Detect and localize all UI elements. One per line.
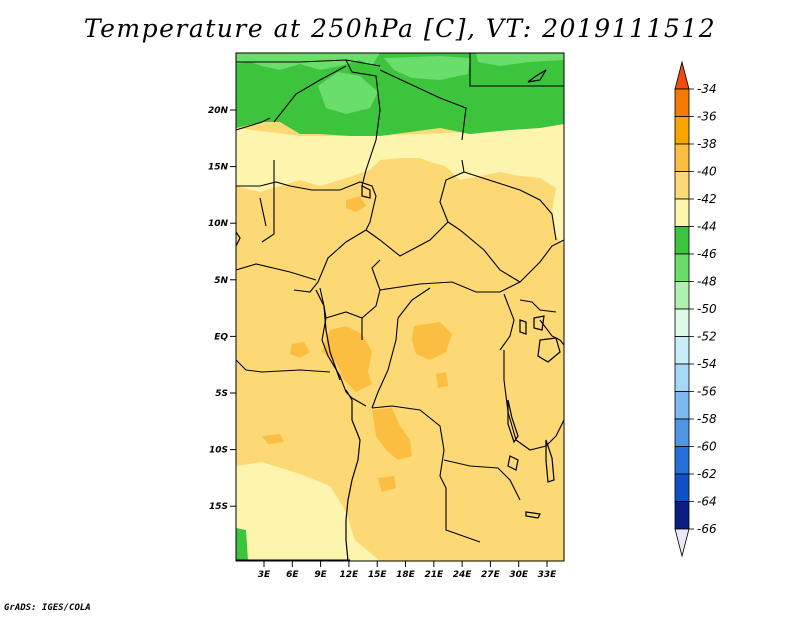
field-minus46-north bbox=[384, 56, 470, 80]
colorbar-label: -34 bbox=[697, 82, 717, 96]
lat-label: 5S bbox=[215, 389, 228, 399]
field-minus38-congo bbox=[322, 326, 372, 392]
colorbar-label: -54 bbox=[697, 357, 717, 371]
colorbar-label: -48 bbox=[697, 275, 717, 289]
lat-label: 5N bbox=[214, 276, 228, 286]
colorbar-swatch bbox=[674, 171, 690, 200]
colorbar-swatch bbox=[674, 226, 690, 255]
lon-label: 3E bbox=[258, 570, 271, 580]
colorbar-swatch bbox=[674, 336, 690, 365]
lon-label: 15E bbox=[368, 570, 388, 580]
lakes bbox=[361, 69, 561, 519]
colorbar-swatch bbox=[674, 446, 690, 475]
colorbar-label: -50 bbox=[697, 302, 717, 316]
lon-label: 12E bbox=[340, 570, 360, 580]
colorbar-swatch bbox=[674, 143, 690, 172]
field-minus38-nigeria bbox=[346, 196, 366, 212]
field-minus38-small-west bbox=[262, 434, 284, 444]
colorbar-swatch bbox=[674, 281, 690, 310]
colorbar-swatch bbox=[674, 473, 690, 502]
lon-label: 30E bbox=[509, 570, 529, 580]
colorbar-label: -40 bbox=[697, 165, 717, 179]
colorbar-bottom-triangle bbox=[674, 528, 690, 558]
colorbar-label: -46 bbox=[697, 247, 717, 261]
colorbar-label: -52 bbox=[697, 330, 717, 344]
grads-footer: GrADS: IGES/COLA bbox=[4, 603, 91, 613]
field-minus46-center bbox=[318, 72, 378, 114]
colorbar-swatch bbox=[674, 198, 690, 227]
temperature-field bbox=[236, 53, 564, 561]
field-minus38-small bbox=[436, 372, 448, 388]
colorbar-label: -64 bbox=[697, 495, 717, 509]
colorbar: -34 -36 -38 -40 -42 -44 -46 -48 -50 -52 -54 -56 -58 -… bbox=[674, 60, 717, 558]
lat-label: 15S bbox=[209, 502, 228, 512]
field-minus46-east bbox=[476, 53, 564, 66]
colorbar-label: -66 bbox=[697, 522, 717, 536]
lon-label: 9E bbox=[314, 570, 327, 580]
colorbar-label: -62 bbox=[697, 467, 717, 481]
field-minus44-southwest bbox=[236, 528, 248, 561]
colorbar-label: -56 bbox=[697, 385, 717, 399]
colorbar-swatch bbox=[674, 116, 690, 145]
colorbar-label: -42 bbox=[697, 192, 717, 206]
lon-label: 21E bbox=[424, 570, 444, 580]
field-minus38-angola bbox=[372, 408, 412, 460]
map-title: Temperature at 250hPa [C], VT: 201911151… bbox=[83, 14, 717, 43]
colorbar-swatch bbox=[674, 253, 690, 282]
lon-label: 18E bbox=[396, 570, 416, 580]
lon-label: 33E bbox=[538, 570, 558, 580]
field-minus38-small-south bbox=[378, 476, 396, 492]
colorbar-swatch bbox=[674, 501, 690, 530]
field-minus42-southwest bbox=[236, 462, 380, 561]
lat-label: 10N bbox=[208, 219, 229, 229]
lon-label: 24E bbox=[453, 570, 473, 580]
country-borders bbox=[236, 53, 564, 561]
colorbar-swatch bbox=[674, 88, 690, 117]
colorbar-swatch bbox=[674, 363, 690, 392]
field-minus44 bbox=[236, 53, 564, 136]
lon-label: 27E bbox=[481, 570, 501, 580]
lat-label: 10S bbox=[209, 446, 228, 456]
coastline bbox=[236, 231, 361, 561]
colorbar-swatch bbox=[674, 308, 690, 337]
field-minus38-patch bbox=[290, 342, 310, 358]
field-minus42-north bbox=[236, 124, 564, 245]
colorbar-top-triangle bbox=[674, 60, 690, 90]
lon-label: 6E bbox=[286, 570, 299, 580]
colorbar-label: -38 bbox=[697, 137, 717, 151]
longitude-labels: 3E 6E 9E 12E 15E 18E 21E 24E 27E 30E 33E bbox=[258, 561, 557, 580]
colorbar-label: -60 bbox=[697, 440, 717, 454]
colorbar-swatch bbox=[674, 418, 690, 447]
lat-label: 15N bbox=[208, 163, 229, 173]
lat-label: EQ bbox=[214, 332, 228, 342]
colorbar-label: -36 bbox=[697, 110, 717, 124]
latitude-labels: 20N 15N 10N 5N EQ 5S 10S 15S bbox=[208, 106, 236, 512]
colorbar-swatch bbox=[674, 391, 690, 420]
colorbar-label: -44 bbox=[697, 220, 717, 234]
lat-label: 20N bbox=[208, 106, 229, 116]
field-minus38-central bbox=[412, 322, 452, 360]
colorbar-label: -58 bbox=[697, 412, 717, 426]
map-frame bbox=[235, 52, 565, 562]
